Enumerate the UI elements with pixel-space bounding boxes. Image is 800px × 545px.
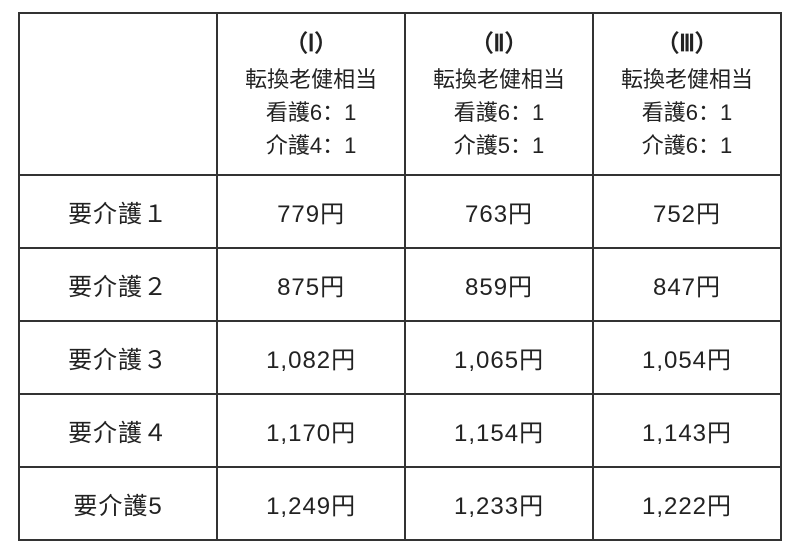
column-sub-line: 介護5：1 bbox=[414, 129, 584, 162]
row-label: 要介護２ bbox=[19, 248, 217, 321]
data-cell: 1,154円 bbox=[405, 394, 593, 467]
column-sub-line: 転換老健相当 bbox=[602, 63, 772, 96]
data-cell: 847円 bbox=[593, 248, 781, 321]
data-cell: 1,143円 bbox=[593, 394, 781, 467]
table-row: 要介護２ 875円 859円 847円 bbox=[19, 248, 781, 321]
corner-cell bbox=[19, 13, 217, 175]
data-cell: 1,249円 bbox=[217, 467, 405, 540]
column-sub-line: 看護6：1 bbox=[414, 96, 584, 129]
column-sub-line: 介護6：1 bbox=[602, 129, 772, 162]
table-row: 要介護5 1,249円 1,233円 1,222円 bbox=[19, 467, 781, 540]
column-sub-line: 介護4：1 bbox=[226, 129, 396, 162]
table-header-row: （Ⅰ） 転換老健相当 看護6：1 介護4：1 （Ⅱ） 転換老健相当 看護6：1 … bbox=[19, 13, 781, 175]
row-label: 要介護１ bbox=[19, 175, 217, 248]
table-row: 要介護１ 779円 763円 752円 bbox=[19, 175, 781, 248]
data-cell: 1,170円 bbox=[217, 394, 405, 467]
data-cell: 1,233円 bbox=[405, 467, 593, 540]
column-sub-line: 看護6：1 bbox=[602, 96, 772, 129]
column-sub-line: 転換老健相当 bbox=[414, 63, 584, 96]
data-cell: 752円 bbox=[593, 175, 781, 248]
data-cell: 859円 bbox=[405, 248, 593, 321]
column-header-2: （Ⅱ） 転換老健相当 看護6：1 介護5：1 bbox=[405, 13, 593, 175]
data-cell: 875円 bbox=[217, 248, 405, 321]
data-cell: 1,082円 bbox=[217, 321, 405, 394]
data-cell: 779円 bbox=[217, 175, 405, 248]
row-label: 要介護5 bbox=[19, 467, 217, 540]
column-roman: （Ⅰ） bbox=[226, 26, 396, 61]
pricing-table: （Ⅰ） 転換老健相当 看護6：1 介護4：1 （Ⅱ） 転換老健相当 看護6：1 … bbox=[18, 12, 782, 541]
data-cell: 1,222円 bbox=[593, 467, 781, 540]
data-cell: 763円 bbox=[405, 175, 593, 248]
data-cell: 1,054円 bbox=[593, 321, 781, 394]
column-sub-line: 看護6：1 bbox=[226, 96, 396, 129]
row-label: 要介護４ bbox=[19, 394, 217, 467]
data-cell: 1,065円 bbox=[405, 321, 593, 394]
table-row: 要介護３ 1,082円 1,065円 1,054円 bbox=[19, 321, 781, 394]
column-header-1: （Ⅰ） 転換老健相当 看護6：1 介護4：1 bbox=[217, 13, 405, 175]
column-roman: （Ⅱ） bbox=[414, 26, 584, 61]
column-roman: （Ⅲ） bbox=[602, 26, 772, 61]
row-label: 要介護３ bbox=[19, 321, 217, 394]
table-row: 要介護４ 1,170円 1,154円 1,143円 bbox=[19, 394, 781, 467]
column-sub-line: 転換老健相当 bbox=[226, 63, 396, 96]
column-header-3: （Ⅲ） 転換老健相当 看護6：1 介護6：1 bbox=[593, 13, 781, 175]
